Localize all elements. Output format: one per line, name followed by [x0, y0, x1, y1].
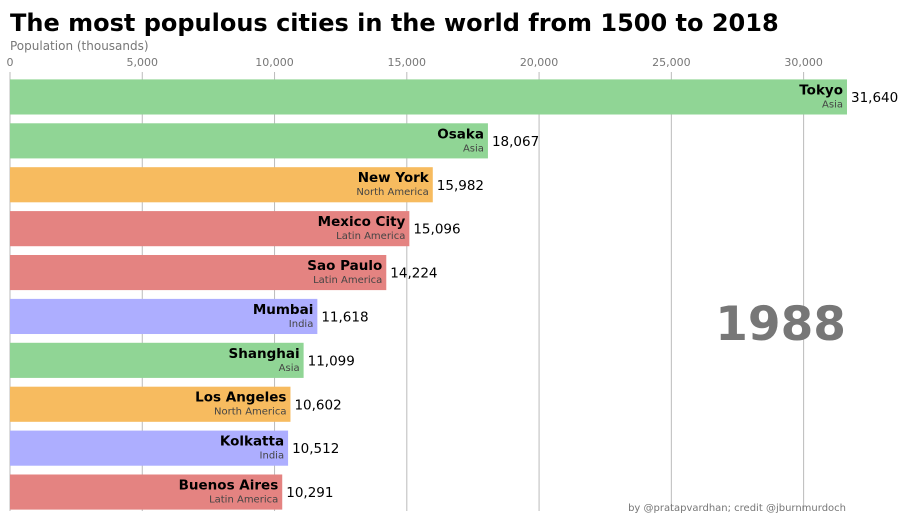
bar-value-label: 14,224	[390, 266, 437, 282]
bar-name-label: Tokyo	[799, 82, 843, 98]
bar-rect	[10, 298, 318, 335]
x-tick-label: 30,000	[784, 56, 823, 69]
bar-name-label: Shanghai	[229, 346, 300, 362]
bar-group-label: India	[260, 451, 285, 462]
x-tick-labels: 0 5,000 10,000 15,000 20,000 25,000 30,000	[7, 56, 823, 69]
year-label: 1988	[715, 297, 846, 352]
bar-group-label: India	[289, 319, 314, 330]
bar-group-label: Asia	[463, 143, 484, 154]
bar-group-label: Asia	[822, 99, 843, 110]
x-tick-label: 5,000	[127, 56, 159, 69]
bar-group-label: North America	[214, 407, 286, 418]
x-tick-label: 15,000	[388, 56, 427, 69]
bar-value-label: 10,512	[292, 441, 339, 457]
bar-name-label: Sao Paulo	[307, 258, 382, 274]
bar-rect	[10, 211, 410, 247]
bar-rect	[10, 254, 387, 291]
bar-value-label: 31,640	[851, 90, 898, 106]
bar-value-label: 15,096	[413, 222, 460, 238]
bar-name-label: Mumbai	[253, 302, 314, 318]
bar-group-label: Asia	[279, 363, 300, 374]
bar-rect	[10, 342, 304, 378]
bar-name-label: New York	[358, 170, 430, 186]
credit-text: by @pratapvardhan; credit @jburnmurdoch	[628, 503, 846, 514]
bar-value-label: 15,982	[437, 178, 484, 194]
bar-group-label: North America	[356, 187, 428, 198]
bar-name-label: Los Angeles	[195, 390, 286, 406]
bar-name-label: Kolkatta	[220, 434, 284, 450]
bar-group-label: Latin America	[336, 231, 405, 242]
bar-rect	[10, 474, 283, 510]
bar-value-label: 18,067	[492, 134, 539, 150]
bar-value-label: 11,618	[321, 309, 368, 325]
x-tick-label: 25,000	[652, 56, 691, 69]
bar-value-label: 11,099	[308, 353, 355, 369]
bar-rect	[10, 79, 847, 115]
bar-value-label: 10,602	[294, 397, 341, 413]
x-tick-label: 20,000	[520, 56, 559, 69]
bar-rect	[10, 386, 291, 422]
bar-rect	[10, 430, 289, 466]
bar-group-label: Latin America	[313, 275, 382, 286]
bar-value-label: 10,291	[286, 485, 333, 501]
bar-name-label: Buenos Aires	[179, 477, 279, 493]
chart-title: The most populous cities in the world fr…	[10, 9, 779, 37]
bar-group-label: Latin America	[209, 494, 278, 505]
bar-name-label: Mexico City	[318, 214, 406, 230]
x-axis-label: Population (thousands)	[10, 39, 149, 53]
bar-rect	[10, 167, 433, 203]
x-tick-label: 10,000	[255, 56, 294, 69]
bar-rect	[10, 123, 488, 159]
bar-name-label: Osaka	[437, 126, 484, 142]
x-tick-label: 0	[7, 56, 14, 69]
